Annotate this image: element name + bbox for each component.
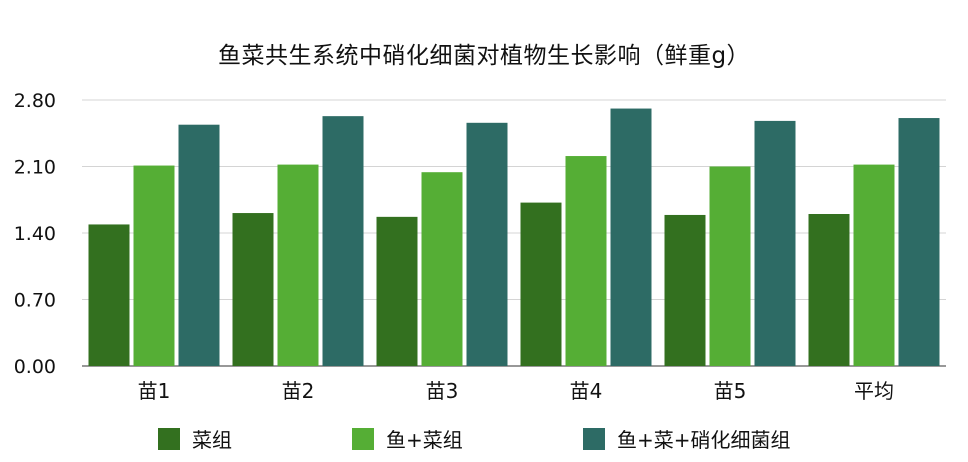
y-axis-ticks: 0.00 0.70 1.40 2.10 2.80 (14, 90, 56, 378)
bar (133, 165, 175, 366)
bar (232, 213, 274, 366)
legend: 菜组 鱼+菜组 鱼+菜+硝化细菌组 (0, 424, 968, 454)
gridlines (82, 99, 946, 367)
bar (376, 216, 418, 366)
bar (754, 120, 796, 367)
bar (466, 122, 508, 366)
y-tick-label: 2.10 (14, 157, 56, 179)
bar (277, 164, 319, 366)
y-tick-label: 0.70 (14, 290, 56, 312)
bar (565, 156, 607, 366)
x-tick-label: 苗4 (570, 379, 603, 403)
x-tick-label: 苗5 (714, 379, 747, 403)
bars (88, 108, 940, 367)
bar (808, 214, 850, 366)
chart-title: 鱼菜共生系统中硝化细菌对植物生长影响（鲜重g） (217, 43, 751, 69)
bar (610, 108, 652, 367)
y-tick-label: 2.80 (14, 90, 56, 112)
bar (178, 124, 220, 366)
legend-label-1: 鱼+菜组 (386, 428, 463, 452)
bar (88, 224, 130, 366)
legend-swatch-1 (352, 427, 374, 450)
legend-label-0: 菜组 (192, 428, 232, 452)
bar (664, 214, 706, 366)
x-axis-ticks: 苗1 苗2 苗3 苗4 苗5 平均 (138, 379, 894, 403)
bar (853, 164, 895, 366)
legend-item-1: 鱼+菜组 (352, 424, 463, 453)
x-tick-label: 苗3 (426, 379, 459, 403)
bar (421, 172, 463, 366)
legend-label-2: 鱼+菜+硝化细菌组 (617, 428, 791, 452)
legend-swatch-2 (583, 427, 605, 450)
bar (898, 118, 940, 366)
y-tick-label: 1.40 (14, 223, 56, 245)
bar (322, 116, 364, 367)
bar (709, 166, 751, 366)
x-tick-label: 苗1 (138, 379, 171, 403)
legend-swatch-0 (158, 427, 180, 450)
legend-item-2: 鱼+菜+硝化细菌组 (583, 424, 791, 453)
bar (520, 202, 562, 366)
x-tick-label: 苗2 (282, 379, 315, 403)
y-tick-label: 0.00 (14, 356, 56, 378)
legend-item-0: 菜组 (158, 424, 232, 453)
x-tick-label: 平均 (854, 379, 894, 403)
